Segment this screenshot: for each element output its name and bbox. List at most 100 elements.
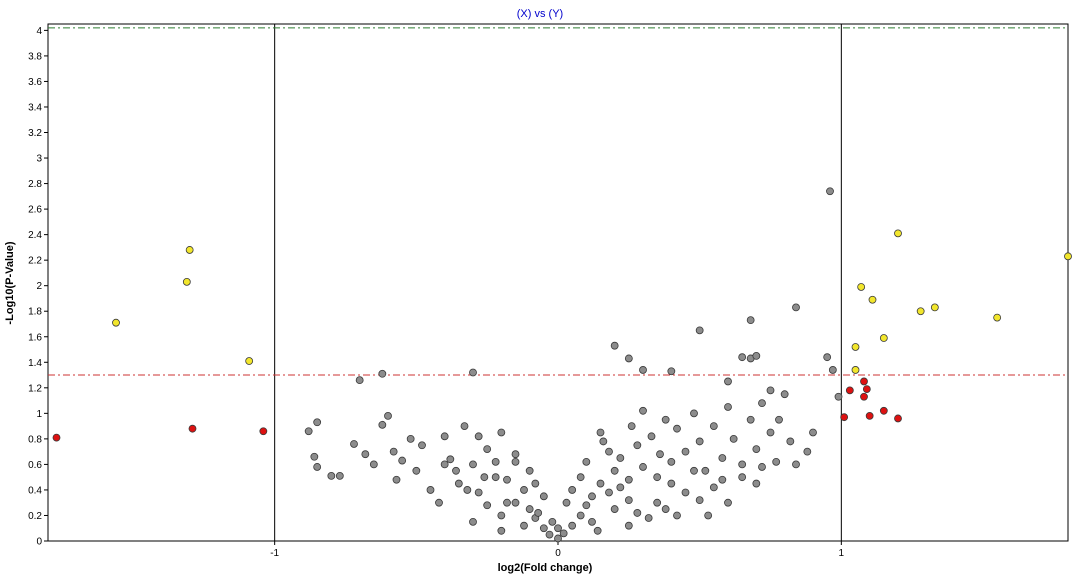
data-point-not-significant: [709, 422, 718, 431]
data-point-fold-only: [865, 411, 874, 420]
data-point-significant: [851, 366, 860, 374]
data-point-not-significant: [701, 466, 710, 475]
y-tick-label: 0.8: [28, 434, 42, 445]
data-point-significant: [993, 313, 1002, 322]
data-point-not-significant: [491, 473, 500, 482]
data-point-not-significant: [520, 486, 528, 494]
data-point-fold-only: [259, 427, 268, 436]
data-point-not-significant: [780, 390, 789, 399]
data-point-not-significant: [752, 445, 761, 453]
data-point-not-significant: [460, 422, 469, 431]
data-point-not-significant: [690, 409, 698, 418]
data-point-not-significant: [738, 473, 747, 482]
data-point-not-significant: [511, 450, 520, 459]
data-point-not-significant: [828, 366, 837, 374]
data-point-fold-only: [52, 433, 61, 442]
data-point-not-significant: [766, 428, 775, 437]
data-point-not-significant: [667, 457, 676, 466]
data-point-not-significant: [463, 486, 472, 494]
data-point-not-significant: [656, 450, 664, 459]
data-point-not-significant: [511, 457, 520, 466]
data-point-significant: [879, 334, 888, 342]
data-point-not-significant: [369, 460, 378, 469]
data-point-significant: [185, 246, 194, 254]
data-point-not-significant: [775, 415, 783, 424]
y-tick-label: 1.6: [28, 332, 42, 343]
data-point-not-significant: [690, 466, 698, 475]
data-point-fold-only: [862, 385, 871, 393]
data-point-not-significant: [792, 303, 800, 312]
data-point-not-significant: [503, 498, 511, 507]
data-point-significant: [868, 295, 877, 304]
data-point-not-significant: [435, 498, 443, 507]
x-tick-label: 1: [839, 548, 845, 559]
data-point-not-significant: [554, 534, 562, 543]
data-point-not-significant: [772, 457, 781, 466]
data-point-not-significant: [327, 471, 336, 480]
data-point-not-significant: [426, 486, 435, 494]
data-point-not-significant: [695, 326, 704, 335]
data-point-not-significant: [639, 406, 647, 415]
data-point-not-significant: [511, 498, 520, 507]
data-point-not-significant: [661, 505, 670, 513]
data-point-not-significant: [633, 509, 642, 517]
data-point-not-significant: [378, 369, 387, 378]
data-point-not-significant: [593, 526, 602, 535]
data-point-not-significant: [313, 418, 322, 427]
data-point-fold-only: [860, 377, 868, 386]
data-point-not-significant: [469, 368, 477, 377]
x-tick-label: -1: [270, 548, 279, 559]
data-point-not-significant: [539, 492, 548, 501]
data-point-not-significant: [746, 415, 755, 424]
data-point-not-significant: [491, 457, 500, 466]
data-point-not-significant: [480, 473, 489, 482]
data-point-not-significant: [335, 471, 344, 480]
data-point-not-significant: [644, 514, 653, 522]
data-point-not-significant: [446, 455, 455, 464]
data-point-not-significant: [610, 341, 619, 350]
data-point-not-significant: [392, 475, 401, 484]
data-point-fold-only: [845, 386, 854, 395]
data-point-not-significant: [582, 501, 591, 510]
data-point-not-significant: [497, 511, 506, 520]
data-point-not-significant: [786, 437, 795, 446]
data-point-not-significant: [718, 454, 727, 462]
data-point-not-significant: [704, 511, 713, 520]
data-point-not-significant: [497, 526, 506, 535]
y-tick-label: 2.4: [28, 230, 42, 241]
data-point-not-significant: [681, 488, 690, 497]
data-point-not-significant: [610, 466, 619, 475]
y-tick-label: 0.6: [28, 460, 42, 471]
data-point-not-significant: [568, 486, 577, 494]
y-tick-label: 1.8: [28, 307, 42, 318]
data-point-fold-only: [840, 413, 849, 422]
data-point-not-significant: [758, 463, 766, 471]
data-point-not-significant: [497, 428, 506, 437]
data-point-not-significant: [474, 488, 483, 497]
data-point-not-significant: [639, 366, 647, 374]
data-point-not-significant: [350, 440, 358, 448]
data-point-not-significant: [709, 483, 718, 492]
x-axis-label: log2(Fold change): [498, 562, 593, 574]
y-tick-label: 2.8: [28, 179, 42, 190]
data-point-not-significant: [610, 505, 619, 513]
data-point-not-significant: [724, 377, 732, 386]
data-point-not-significant: [568, 521, 577, 530]
data-point-not-significant: [418, 441, 426, 450]
data-point-not-significant: [361, 450, 370, 459]
data-point-not-significant: [616, 454, 625, 462]
data-point-not-significant: [469, 517, 477, 526]
data-point-significant: [930, 303, 939, 312]
data-point-not-significant: [310, 452, 319, 461]
data-point-not-significant: [452, 466, 460, 475]
data-point-not-significant: [738, 460, 747, 469]
data-point-not-significant: [384, 411, 392, 420]
data-point-not-significant: [469, 460, 477, 469]
data-point-not-significant: [823, 353, 832, 362]
data-point-not-significant: [313, 463, 322, 471]
data-point-not-significant: [576, 511, 585, 520]
data-point-not-significant: [729, 434, 738, 443]
data-point-not-significant: [752, 352, 761, 360]
